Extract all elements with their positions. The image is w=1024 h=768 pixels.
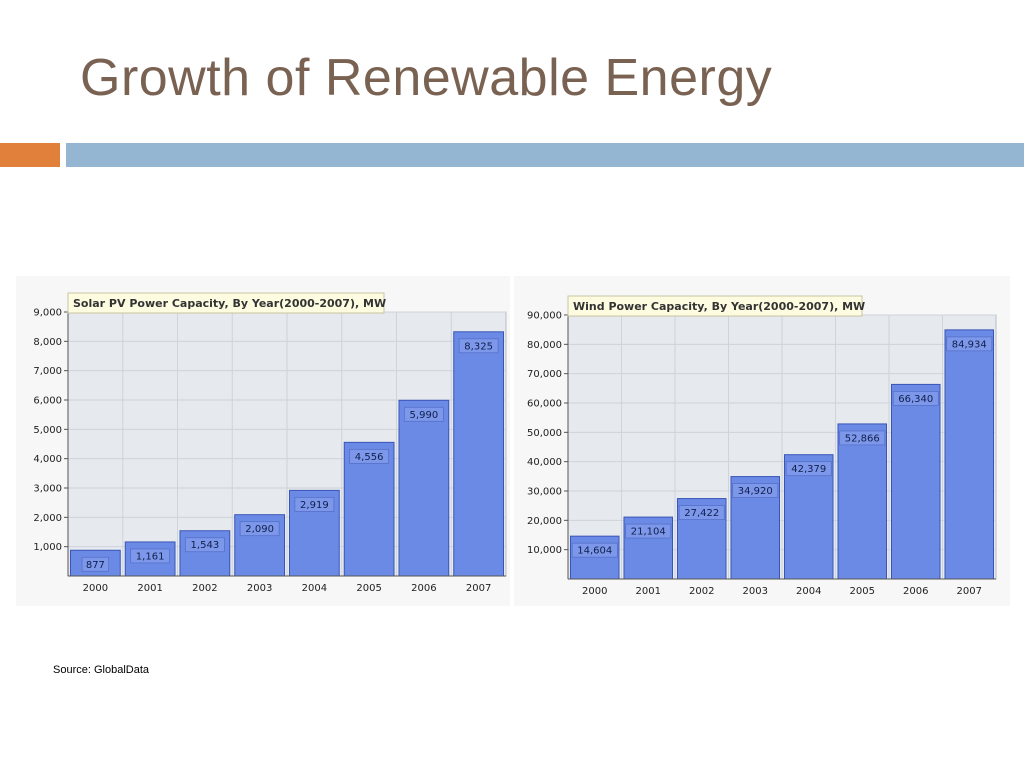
data-label: 8,325 bbox=[464, 341, 493, 352]
data-label-box bbox=[349, 448, 390, 464]
x-tick-label: 2003 bbox=[743, 586, 768, 597]
data-label: 42,379 bbox=[791, 464, 826, 475]
data-label: 877 bbox=[86, 560, 105, 571]
data-label-box bbox=[81, 556, 110, 572]
data-label-box bbox=[732, 483, 779, 498]
data-label-box bbox=[946, 336, 993, 352]
data-label-box bbox=[678, 505, 725, 520]
data-label: 14,604 bbox=[577, 546, 612, 557]
y-tick-label: 5,000 bbox=[33, 425, 62, 436]
x-tick-label: 2006 bbox=[411, 583, 436, 594]
solar-chart-panel: 1,000 2,000 3,000 4,000 5,000 6,000 7,000 8,000… bbox=[16, 276, 510, 606]
y-tick-label: 40,000 bbox=[527, 457, 562, 468]
x-tick-label: 2007 bbox=[957, 586, 982, 597]
y-tick-label: 90,000 bbox=[527, 311, 562, 322]
bar-2000 bbox=[570, 535, 620, 580]
y-tick-label: 20,000 bbox=[527, 516, 562, 527]
data-label-box bbox=[294, 496, 335, 512]
x-tick-label: 2000 bbox=[83, 583, 108, 594]
data-label-box bbox=[184, 537, 225, 553]
y-tick-label: 70,000 bbox=[527, 369, 562, 380]
chart-title-box bbox=[567, 295, 863, 317]
wind-chart-panel: 10,000 20,000 30,000 40,000 50,000 60,000 70,0… bbox=[514, 276, 1010, 606]
x-tick-label: 2005 bbox=[356, 583, 381, 594]
y-tick-label: 2,000 bbox=[33, 513, 62, 524]
x-tick-label: 2003 bbox=[247, 583, 272, 594]
data-label: 1,161 bbox=[136, 551, 165, 562]
data-label: 21,104 bbox=[631, 527, 666, 538]
data-label: 1,543 bbox=[191, 540, 220, 551]
data-label-box bbox=[130, 548, 171, 564]
x-tick-label: 2004 bbox=[796, 586, 821, 597]
chart-title: Wind Power Capacity, By Year(2000-2007),… bbox=[573, 300, 865, 313]
y-tick-label: 60,000 bbox=[527, 399, 562, 410]
y-tick-label: 50,000 bbox=[527, 428, 562, 439]
x-tick-label: 2007 bbox=[466, 583, 491, 594]
data-label: 2,090 bbox=[245, 524, 274, 535]
wind-power-chart: 10,000 20,000 30,000 40,000 50,000 60,000 70,0… bbox=[527, 295, 997, 597]
solar-pv-chart: 1,000 2,000 3,000 4,000 5,000 6,000 7,000 8,000… bbox=[33, 292, 507, 594]
data-label-box bbox=[625, 523, 672, 539]
data-label: 84,934 bbox=[952, 339, 987, 350]
slide-title: Growth of Renewable Energy bbox=[80, 49, 773, 107]
y-tick-label: 8,000 bbox=[33, 337, 62, 348]
y-tick-label: 10,000 bbox=[527, 545, 562, 556]
data-label-box bbox=[892, 391, 939, 406]
bar-2007 bbox=[453, 331, 504, 577]
x-tick-label: 2000 bbox=[582, 586, 607, 597]
x-tick-label: 2001 bbox=[137, 583, 162, 594]
chart-title: Solar PV Power Capacity, By Year(2000-20… bbox=[73, 297, 386, 310]
data-label: 34,920 bbox=[738, 486, 773, 497]
accent-bar-blue bbox=[66, 143, 1024, 167]
y-tick-label: 9,000 bbox=[33, 308, 62, 319]
data-label-box bbox=[839, 430, 886, 446]
data-label-box bbox=[239, 521, 280, 537]
y-tick-label: 1,000 bbox=[33, 542, 62, 553]
data-label-box bbox=[571, 542, 618, 558]
x-tick-label: 2001 bbox=[636, 586, 661, 597]
data-label: 2,919 bbox=[300, 500, 329, 511]
y-tick-label: 6,000 bbox=[33, 396, 62, 407]
data-label-box bbox=[458, 338, 499, 354]
y-tick-label: 4,000 bbox=[33, 454, 62, 465]
x-tick-label: 2002 bbox=[192, 583, 217, 594]
source-note: Source: GlobalData bbox=[53, 664, 149, 676]
bar-2006 bbox=[891, 383, 941, 580]
accent-bar-orange bbox=[0, 143, 60, 167]
data-label: 4,556 bbox=[355, 452, 384, 463]
data-label-box bbox=[403, 406, 444, 422]
data-label: 5,990 bbox=[410, 410, 439, 421]
bar-2007 bbox=[944, 329, 994, 580]
data-label-box bbox=[785, 461, 832, 477]
x-tick-label: 2005 bbox=[850, 586, 875, 597]
data-label: 66,340 bbox=[898, 394, 933, 405]
bar-2005 bbox=[837, 423, 887, 580]
x-tick-label: 2002 bbox=[689, 586, 714, 597]
x-tick-label: 2004 bbox=[302, 583, 327, 594]
bar-2006 bbox=[398, 399, 450, 577]
y-tick-label: 7,000 bbox=[33, 366, 62, 377]
x-tick-label: 2006 bbox=[903, 586, 928, 597]
y-tick-label: 3,000 bbox=[33, 484, 62, 495]
data-label: 52,866 bbox=[845, 433, 880, 444]
y-tick-label: 30,000 bbox=[527, 487, 562, 498]
chart-title-box bbox=[67, 292, 385, 314]
data-label: 27,422 bbox=[684, 508, 719, 519]
y-tick-label: 80,000 bbox=[527, 340, 562, 351]
